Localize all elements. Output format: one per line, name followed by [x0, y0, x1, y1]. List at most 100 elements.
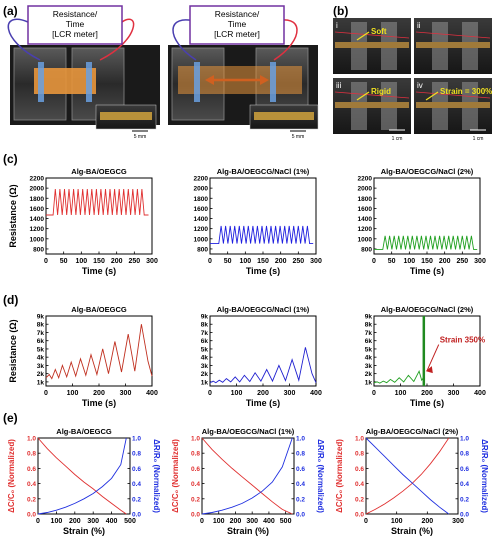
- y-tick-label: 1.0: [355, 436, 364, 443]
- y-tick-label: 2k: [365, 371, 373, 378]
- x-axis-label: Time (s): [410, 398, 444, 408]
- x-tick-label: 0: [208, 258, 212, 265]
- y-tick-label: 1400: [194, 216, 209, 223]
- y-tick-label: 0.4: [191, 481, 200, 488]
- y-tick-label: 0.4: [355, 481, 364, 488]
- y-tick-label: 8k: [37, 322, 45, 329]
- x-tick-label: 200: [69, 518, 81, 525]
- y-tick-label: 1400: [30, 216, 45, 223]
- y-tick-label: 800: [197, 246, 208, 253]
- wire-right-a: [99, 18, 135, 61]
- chart-title: Alg-BA/OEGCG/NaCl (1%): [202, 427, 295, 436]
- photo-tile-number: iv: [417, 81, 423, 90]
- x-tick-label: 0: [36, 518, 40, 525]
- series-line: [45, 324, 153, 380]
- scale-label-left: 5 mm: [134, 134, 147, 140]
- y-tick-label: 4k: [37, 355, 45, 362]
- y-tick-label: 2000: [194, 186, 209, 193]
- y-tick-label: 1200: [358, 226, 373, 233]
- y-tick-label: 1.0: [27, 436, 36, 443]
- x-tick-label: 200: [421, 390, 433, 397]
- x-tick-label: 300: [310, 258, 322, 265]
- x-tick-label: 50: [224, 258, 232, 265]
- lcr-box-left-label: Resistance/Time [LCR meter]: [52, 9, 98, 39]
- y-tick-label: 1k: [37, 379, 45, 386]
- y-tick-label: 8k: [201, 322, 209, 329]
- chart-d2: Alg-BA/OEGCG/NaCl (1%) 0 100 200 300 400 Time …: [201, 305, 322, 408]
- stretch-arrow-right-head: [260, 75, 269, 85]
- y-tick-label: 0.8: [191, 451, 200, 458]
- y-tick-label: 2k: [201, 371, 209, 378]
- y-tick-label: 0.6: [355, 466, 364, 473]
- chart-title: Alg-BA/OEGCG/NaCl (2%): [366, 427, 459, 436]
- y-tick-label-right: 1.0: [296, 436, 305, 443]
- x-tick-label: 200: [93, 390, 105, 397]
- x-tick-label: 300: [120, 390, 132, 397]
- chart-title: Alg-BA/OEGCG: [56, 427, 112, 436]
- x-tick-label: 250: [128, 258, 140, 265]
- x-tick-label: 200: [257, 390, 269, 397]
- y-tick-label: 0.2: [191, 496, 200, 503]
- y-tick-label: 1200: [194, 226, 209, 233]
- x-tick-label: 100: [51, 518, 63, 525]
- chart-d1: Alg-BA/OEGCG 0 100 200 300 400 Time (s) 1k2k3k4…: [8, 305, 158, 408]
- y-axis-label-right: ΔR/R₀ (Normalized): [480, 439, 489, 513]
- x-tick-label: 100: [213, 518, 225, 525]
- y-tick-label: 8k: [365, 322, 373, 329]
- x-axis-label: Time (s): [82, 398, 116, 408]
- x-tick-label: 0: [372, 258, 376, 265]
- y-axis-label-left: ΔC/C₀ (Normalized): [7, 439, 16, 513]
- y-tick-label: 3k: [201, 363, 209, 370]
- y-tick-label: 4k: [365, 355, 373, 362]
- y-tick-label-right: 0.4: [132, 481, 141, 488]
- y-tick-label-right: 1.0: [460, 436, 469, 443]
- series-line: [373, 369, 424, 384]
- y-tick-label: 3k: [365, 363, 373, 370]
- x-axis-label: Time (s): [246, 398, 280, 408]
- y-tick-label-right: 0.8: [132, 451, 141, 458]
- x-tick-label: 200: [439, 258, 451, 265]
- photo-tile-number: iii: [336, 81, 342, 90]
- y-tick-label-right: 0.0: [132, 512, 141, 519]
- x-axis-label: Strain (%): [227, 526, 269, 536]
- plot-frame: [365, 437, 459, 515]
- y-tick-label: 2200: [30, 176, 45, 183]
- x-tick-label: 400: [146, 390, 158, 397]
- y-axis-label-left: ΔC/C₀ (Normalized): [171, 439, 180, 513]
- lcr-box-left: [27, 5, 123, 45]
- y-tick-label: 0.0: [191, 512, 200, 519]
- x-axis-label: Time (s): [82, 266, 116, 276]
- y-tick-label: 1000: [194, 236, 209, 243]
- y-tick-label: 1k: [365, 379, 373, 386]
- x-tick-label: 150: [93, 258, 105, 265]
- x-tick-label: 400: [106, 518, 118, 525]
- wire-left-a: [7, 18, 41, 61]
- chart-e2: Alg-BA/OEGCG/NaCl (1%) 0 100 200 300 400 500 St…: [171, 427, 325, 536]
- chart-e3: Alg-BA/OEGCG/NaCl (2%) 0 100 200 300 Strain (…: [335, 427, 489, 536]
- plot-frame: [45, 315, 153, 387]
- wire: [415, 91, 491, 99]
- chart-title: Alg-BA/OEGCG: [71, 305, 127, 314]
- sample-strip: [335, 42, 409, 48]
- photo-tile-number: i: [336, 21, 338, 30]
- y-tick-label: 6k: [365, 338, 373, 345]
- x-tick-label: 300: [452, 518, 464, 525]
- x-tick-label: 100: [239, 258, 251, 265]
- plot-frame: [45, 177, 153, 255]
- x-tick-label: 0: [372, 390, 376, 397]
- y-tick-label: 1800: [30, 196, 45, 203]
- x-axis-label: Time (s): [246, 266, 280, 276]
- x-tick-label: 100: [403, 258, 415, 265]
- y-tick-label: 6k: [37, 338, 45, 345]
- y-tick-label: 0.6: [191, 466, 200, 473]
- lcr-box-right-label: Resistance/Time [LCR meter]: [214, 9, 260, 39]
- y-tick-label: 7k: [201, 330, 209, 337]
- x-axis-label: Strain (%): [63, 526, 105, 536]
- y-tick-label: 9k: [365, 314, 373, 321]
- x-tick-label: 400: [474, 390, 486, 397]
- plot-frame: [37, 437, 131, 515]
- y-tick-label: 1400: [358, 216, 373, 223]
- wire: [334, 91, 410, 99]
- y-tick-label: 2000: [30, 186, 45, 193]
